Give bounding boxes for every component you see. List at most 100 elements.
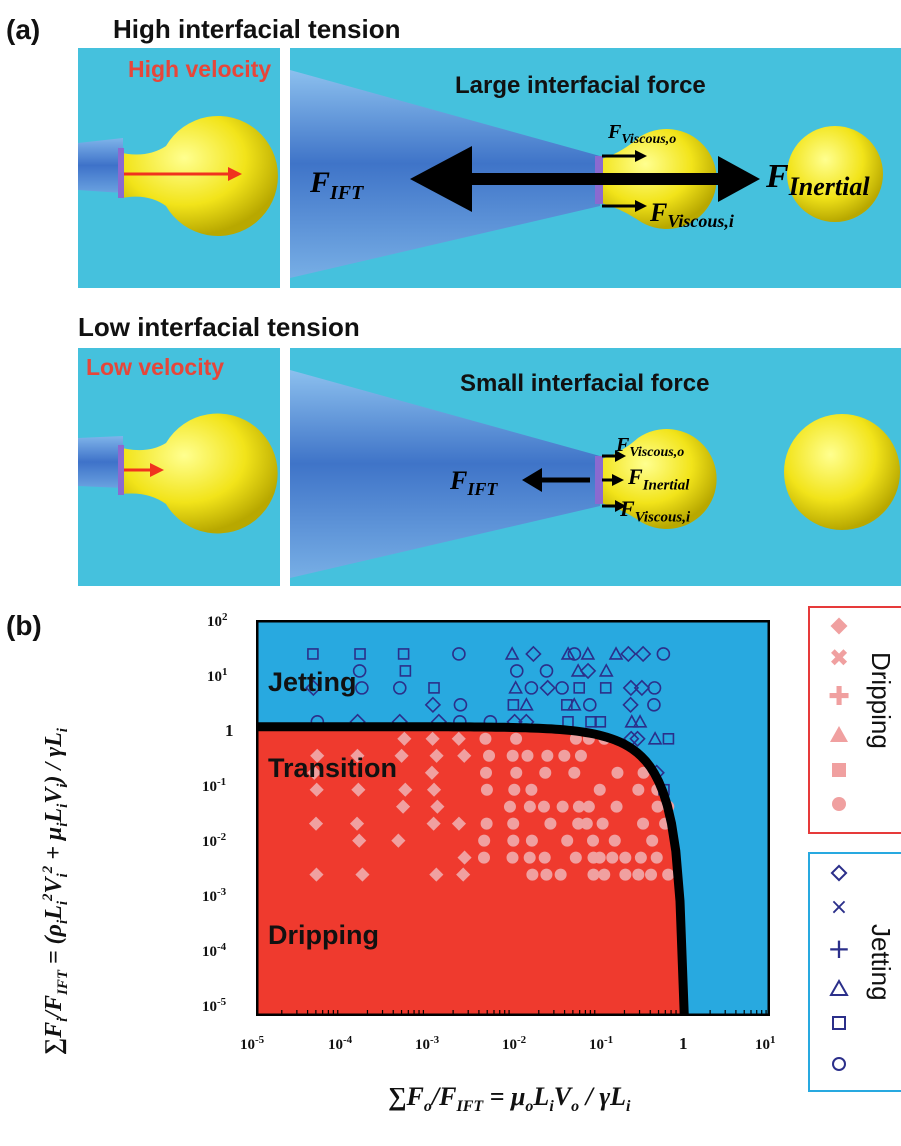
dripping-data-marker bbox=[479, 732, 492, 745]
dripping-data-marker bbox=[506, 851, 519, 864]
x-tick-6: 101 bbox=[755, 1034, 776, 1053]
small-force-title: Small interfacial force bbox=[460, 370, 710, 397]
jetting-data-marker bbox=[424, 696, 442, 714]
jetting-data-marker bbox=[508, 680, 523, 694]
legend-jetting-title: Jetting bbox=[866, 924, 896, 1001]
dripping-data-marker bbox=[662, 868, 675, 881]
jetting-data-marker bbox=[428, 682, 440, 694]
dripping-data-marker bbox=[478, 834, 491, 847]
y-tick-1: 101 bbox=[207, 666, 228, 685]
dripping-data-marker bbox=[510, 766, 523, 779]
dripping-data-marker bbox=[558, 749, 571, 762]
jetting-data-marker bbox=[355, 681, 369, 695]
dripping-data-marker bbox=[503, 800, 516, 813]
dripping-data-marker bbox=[637, 817, 650, 830]
small-force-panel: Small interfacial force FIFT FViscous,o … bbox=[290, 348, 901, 586]
jetting-data-marker bbox=[647, 698, 661, 712]
x-tick-1: 10-4 bbox=[328, 1034, 353, 1053]
dripping-data-marker bbox=[540, 868, 553, 881]
phase-diagram-plot bbox=[256, 620, 770, 1016]
dripping-data-marker bbox=[637, 766, 650, 779]
low-f-ift-label: FIFT bbox=[450, 466, 498, 500]
low-tension-title: Low interfacial tension bbox=[78, 312, 360, 342]
high-velocity-label: High velocity bbox=[128, 56, 272, 82]
x-tick-3: 10-2 bbox=[502, 1034, 527, 1053]
dripping-data-marker bbox=[508, 783, 521, 796]
low-droplet-illustration bbox=[78, 413, 278, 534]
legend-dripping-title: Dripping bbox=[866, 652, 896, 749]
dripping-data-marker bbox=[507, 817, 520, 830]
dripping-data-marker bbox=[538, 851, 551, 864]
dripping-data-marker bbox=[430, 799, 445, 814]
dripping-data-marker bbox=[394, 748, 409, 763]
y-tick-2: 1 bbox=[225, 721, 234, 740]
jetting-data-marker bbox=[579, 662, 597, 680]
dripping-data-marker bbox=[580, 817, 593, 830]
jetting-data-marker bbox=[573, 682, 585, 694]
svg-text:×: × bbox=[830, 895, 848, 920]
jetting-data-marker bbox=[647, 681, 662, 695]
dripping-data-marker bbox=[456, 867, 471, 882]
dripping-data-marker bbox=[429, 748, 444, 763]
dripping-data-marker bbox=[426, 816, 441, 831]
region-label-jetting: Jetting bbox=[268, 667, 357, 697]
jetting-data-marker bbox=[507, 699, 520, 711]
x-tick-5: 1 bbox=[679, 1034, 688, 1053]
jetting-data-marker bbox=[566, 697, 582, 711]
dripping-data-marker bbox=[651, 800, 664, 813]
dripping-data-marker bbox=[574, 749, 587, 762]
dripping-data-marker bbox=[510, 732, 523, 745]
x-tick-0: 10-5 bbox=[240, 1034, 265, 1053]
dripping-data-marker bbox=[539, 766, 552, 779]
jetting-data-marker bbox=[352, 664, 367, 678]
large-force-illustration bbox=[290, 70, 883, 278]
region-label-dripping: Dripping bbox=[268, 920, 379, 950]
dripping-data-marker bbox=[556, 800, 569, 813]
dripping-data-marker bbox=[396, 799, 411, 814]
dripping-data-marker bbox=[596, 817, 609, 830]
y-axis-equation: ∑Fi/FIFT = (ρiLi2Vi2 + μiLiVi) / γLi bbox=[40, 728, 71, 1055]
dripping-data-marker bbox=[480, 783, 493, 796]
dripping-data-marker bbox=[587, 868, 600, 881]
jetting-data-marker bbox=[560, 646, 576, 660]
y-tick-7: 10-5 bbox=[202, 996, 227, 1015]
dripping-data-marker bbox=[537, 800, 550, 813]
jetting-data-marker bbox=[519, 697, 534, 711]
dripping-data-marker bbox=[608, 834, 621, 847]
dripping-data-marker bbox=[632, 868, 645, 881]
large-force-panel: Large interfacial force FIFT FInertial F… bbox=[290, 48, 901, 288]
dripping-data-marker bbox=[606, 851, 619, 864]
dripping-data-marker bbox=[544, 817, 557, 830]
dripping-data-marker bbox=[572, 817, 585, 830]
dripping-data-marker bbox=[391, 833, 406, 848]
dripping-data-marker bbox=[523, 800, 536, 813]
dripping-data-marker bbox=[646, 834, 659, 847]
dripping-data-marker bbox=[561, 834, 574, 847]
jetting-data-marker bbox=[580, 646, 596, 660]
dripping-data-marker bbox=[611, 766, 624, 779]
legend-jetting: × + Jetting bbox=[808, 852, 901, 1092]
jetting-data-marker bbox=[599, 682, 612, 694]
dripping-data-marker bbox=[523, 851, 536, 864]
jetting-data-marker bbox=[305, 679, 322, 697]
jetting-data-marker bbox=[399, 665, 412, 677]
boundary-curve bbox=[256, 722, 689, 1016]
dripping-data-marker bbox=[568, 766, 581, 779]
x-axis-equation: ∑Fo/FIFT = μoLiVo / γLi bbox=[388, 1082, 631, 1116]
y-tick-6: 10-4 bbox=[202, 941, 227, 960]
x-tick-2: 10-3 bbox=[415, 1034, 440, 1053]
panel-b-label: (b) bbox=[6, 610, 42, 641]
jetting-data-marker bbox=[622, 679, 640, 697]
jetting-data-marker bbox=[453, 698, 468, 712]
dripping-data-marker bbox=[598, 868, 611, 881]
dripping-data-marker bbox=[569, 851, 582, 864]
dripping-data-marker bbox=[587, 834, 600, 847]
dripping-data-marker bbox=[619, 851, 632, 864]
jetting-data-marker bbox=[452, 647, 466, 661]
jetting-data-marker bbox=[567, 647, 582, 661]
jetting-data-marker bbox=[509, 664, 524, 678]
dripping-data-marker bbox=[480, 766, 493, 779]
small-force-illustration bbox=[290, 370, 900, 578]
panel-a-label: (a) bbox=[6, 14, 41, 45]
jetting-data-marker bbox=[656, 647, 671, 661]
